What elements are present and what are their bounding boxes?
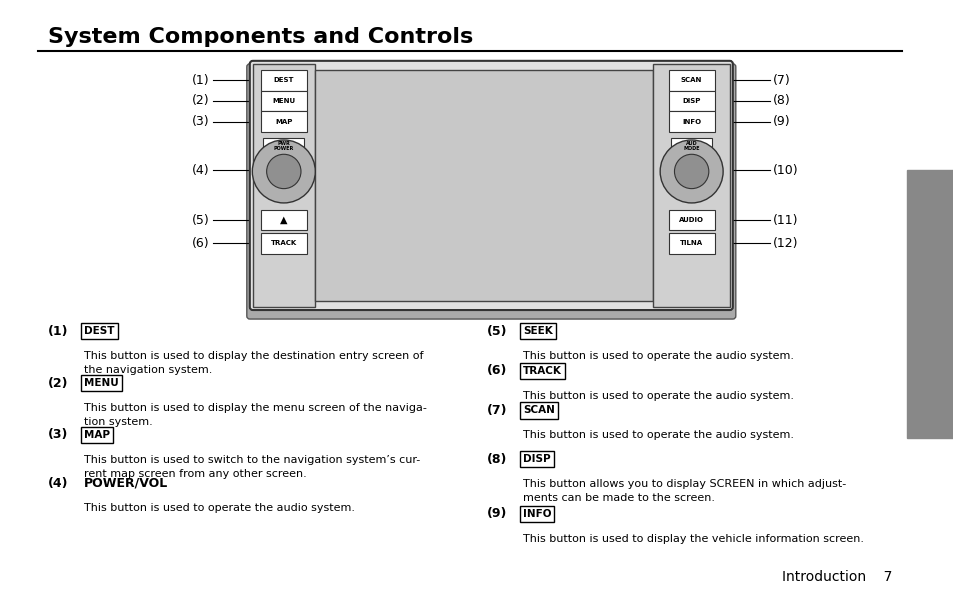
Text: (6): (6) — [193, 237, 210, 250]
Text: TRACK: TRACK — [271, 240, 296, 246]
Text: (3): (3) — [48, 428, 68, 441]
Text: (5): (5) — [192, 213, 210, 227]
Text: This button allows you to display SCREEN in which adjust-
ments can be made to t: This button allows you to display SCREEN… — [522, 479, 845, 503]
Text: This button is used to display the menu screen of the naviga-
tion system.: This button is used to display the menu … — [84, 403, 426, 427]
Text: This button is used to operate the audio system.: This button is used to operate the audio… — [84, 503, 355, 513]
Text: Introduction    7: Introduction 7 — [781, 570, 891, 584]
Text: (2): (2) — [193, 94, 210, 108]
Text: (1): (1) — [48, 325, 68, 338]
Text: This button is used to display the vehicle information screen.: This button is used to display the vehic… — [522, 534, 862, 544]
Circle shape — [659, 140, 722, 203]
Bar — [260, 111, 306, 132]
Bar — [670, 139, 712, 154]
Text: (9): (9) — [772, 115, 789, 128]
Text: (4): (4) — [48, 477, 68, 490]
Bar — [668, 91, 714, 111]
Text: (10): (10) — [772, 164, 798, 177]
Text: INFO: INFO — [681, 119, 700, 125]
Bar — [314, 70, 653, 301]
Text: SEEK: SEEK — [522, 326, 552, 336]
Text: SCAN: SCAN — [680, 77, 701, 83]
Text: ▲: ▲ — [280, 215, 287, 225]
Text: MAP: MAP — [84, 430, 110, 440]
Bar — [253, 64, 314, 307]
Circle shape — [252, 140, 314, 203]
Bar — [668, 111, 714, 132]
FancyBboxPatch shape — [250, 61, 732, 310]
Text: (7): (7) — [772, 74, 790, 87]
Bar — [263, 139, 304, 154]
Text: This button is used to operate the audio system.: This button is used to operate the audio… — [522, 391, 793, 401]
Text: (1): (1) — [193, 74, 210, 87]
Text: (12): (12) — [772, 237, 798, 250]
Text: DEST: DEST — [84, 326, 114, 336]
Text: (8): (8) — [772, 94, 790, 108]
Text: (4): (4) — [193, 164, 210, 177]
Text: (9): (9) — [486, 507, 506, 520]
Text: (3): (3) — [193, 115, 210, 128]
Text: This button is used to operate the audio system.: This button is used to operate the audio… — [522, 430, 793, 440]
Bar — [260, 91, 306, 111]
Bar — [906, 170, 953, 438]
Text: MAP: MAP — [274, 119, 293, 125]
Text: TILNA: TILNA — [679, 240, 702, 246]
Text: This button is used to display the destination entry screen of
the navigation sy: This button is used to display the desti… — [84, 351, 423, 375]
Bar — [653, 64, 729, 307]
Text: (2): (2) — [48, 376, 68, 390]
Text: DISP: DISP — [681, 98, 700, 104]
Circle shape — [266, 154, 300, 188]
Text: INFO: INFO — [522, 509, 551, 519]
Bar — [260, 233, 306, 254]
Text: DEST: DEST — [274, 77, 294, 83]
Text: This button is used to operate the audio system.: This button is used to operate the audio… — [522, 351, 793, 361]
Bar — [260, 70, 306, 91]
Text: DISP: DISP — [522, 454, 550, 464]
Text: AUD
MODE: AUD MODE — [682, 140, 700, 151]
Text: POWER/VOL: POWER/VOL — [84, 477, 168, 490]
Text: (7): (7) — [486, 404, 506, 417]
Text: (8): (8) — [486, 452, 506, 466]
Text: SCAN: SCAN — [522, 406, 554, 415]
FancyBboxPatch shape — [247, 64, 735, 319]
Bar — [668, 210, 714, 230]
Text: This button is used to switch to the navigation system’s cur-
rent map screen fr: This button is used to switch to the nav… — [84, 455, 419, 478]
Circle shape — [674, 154, 708, 188]
Text: (11): (11) — [772, 213, 798, 227]
Text: (5): (5) — [486, 325, 506, 338]
Text: System Components and Controls: System Components and Controls — [48, 27, 473, 47]
Text: PWR
POWER: PWR POWER — [274, 140, 294, 151]
Text: TRACK: TRACK — [522, 366, 561, 376]
Text: (6): (6) — [486, 364, 506, 378]
Text: AUDIO: AUDIO — [679, 217, 703, 223]
Bar — [668, 70, 714, 91]
Bar — [260, 210, 306, 230]
Text: MENU: MENU — [84, 378, 118, 388]
Bar — [668, 233, 714, 254]
Text: MENU: MENU — [272, 98, 295, 104]
